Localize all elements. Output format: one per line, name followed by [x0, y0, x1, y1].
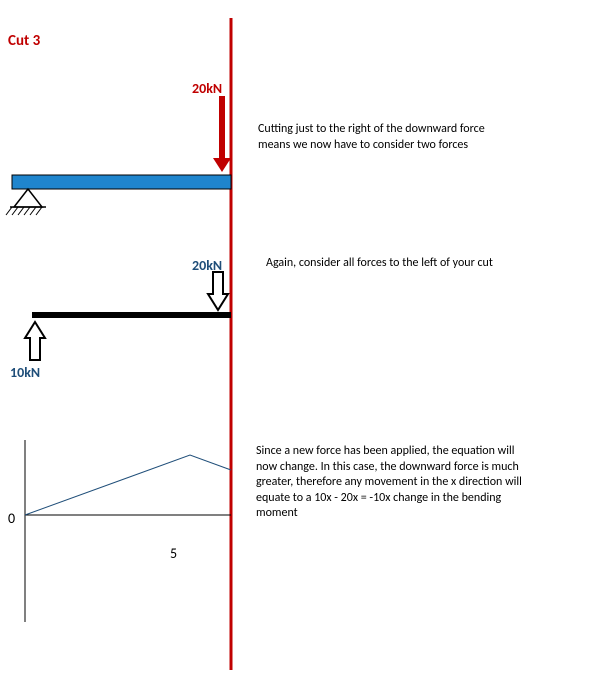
description-s1: Cutting just to the right of the downwar…: [258, 122, 508, 153]
axis-zero-label: 0: [8, 510, 15, 527]
description-s2: Again, consider all forces to the left o…: [266, 256, 516, 272]
force-label-10kn-s2: 10kN: [10, 364, 40, 381]
axis-five-label: 5: [170, 545, 177, 562]
description-s3: Since a new force has been applied, the …: [256, 444, 526, 522]
